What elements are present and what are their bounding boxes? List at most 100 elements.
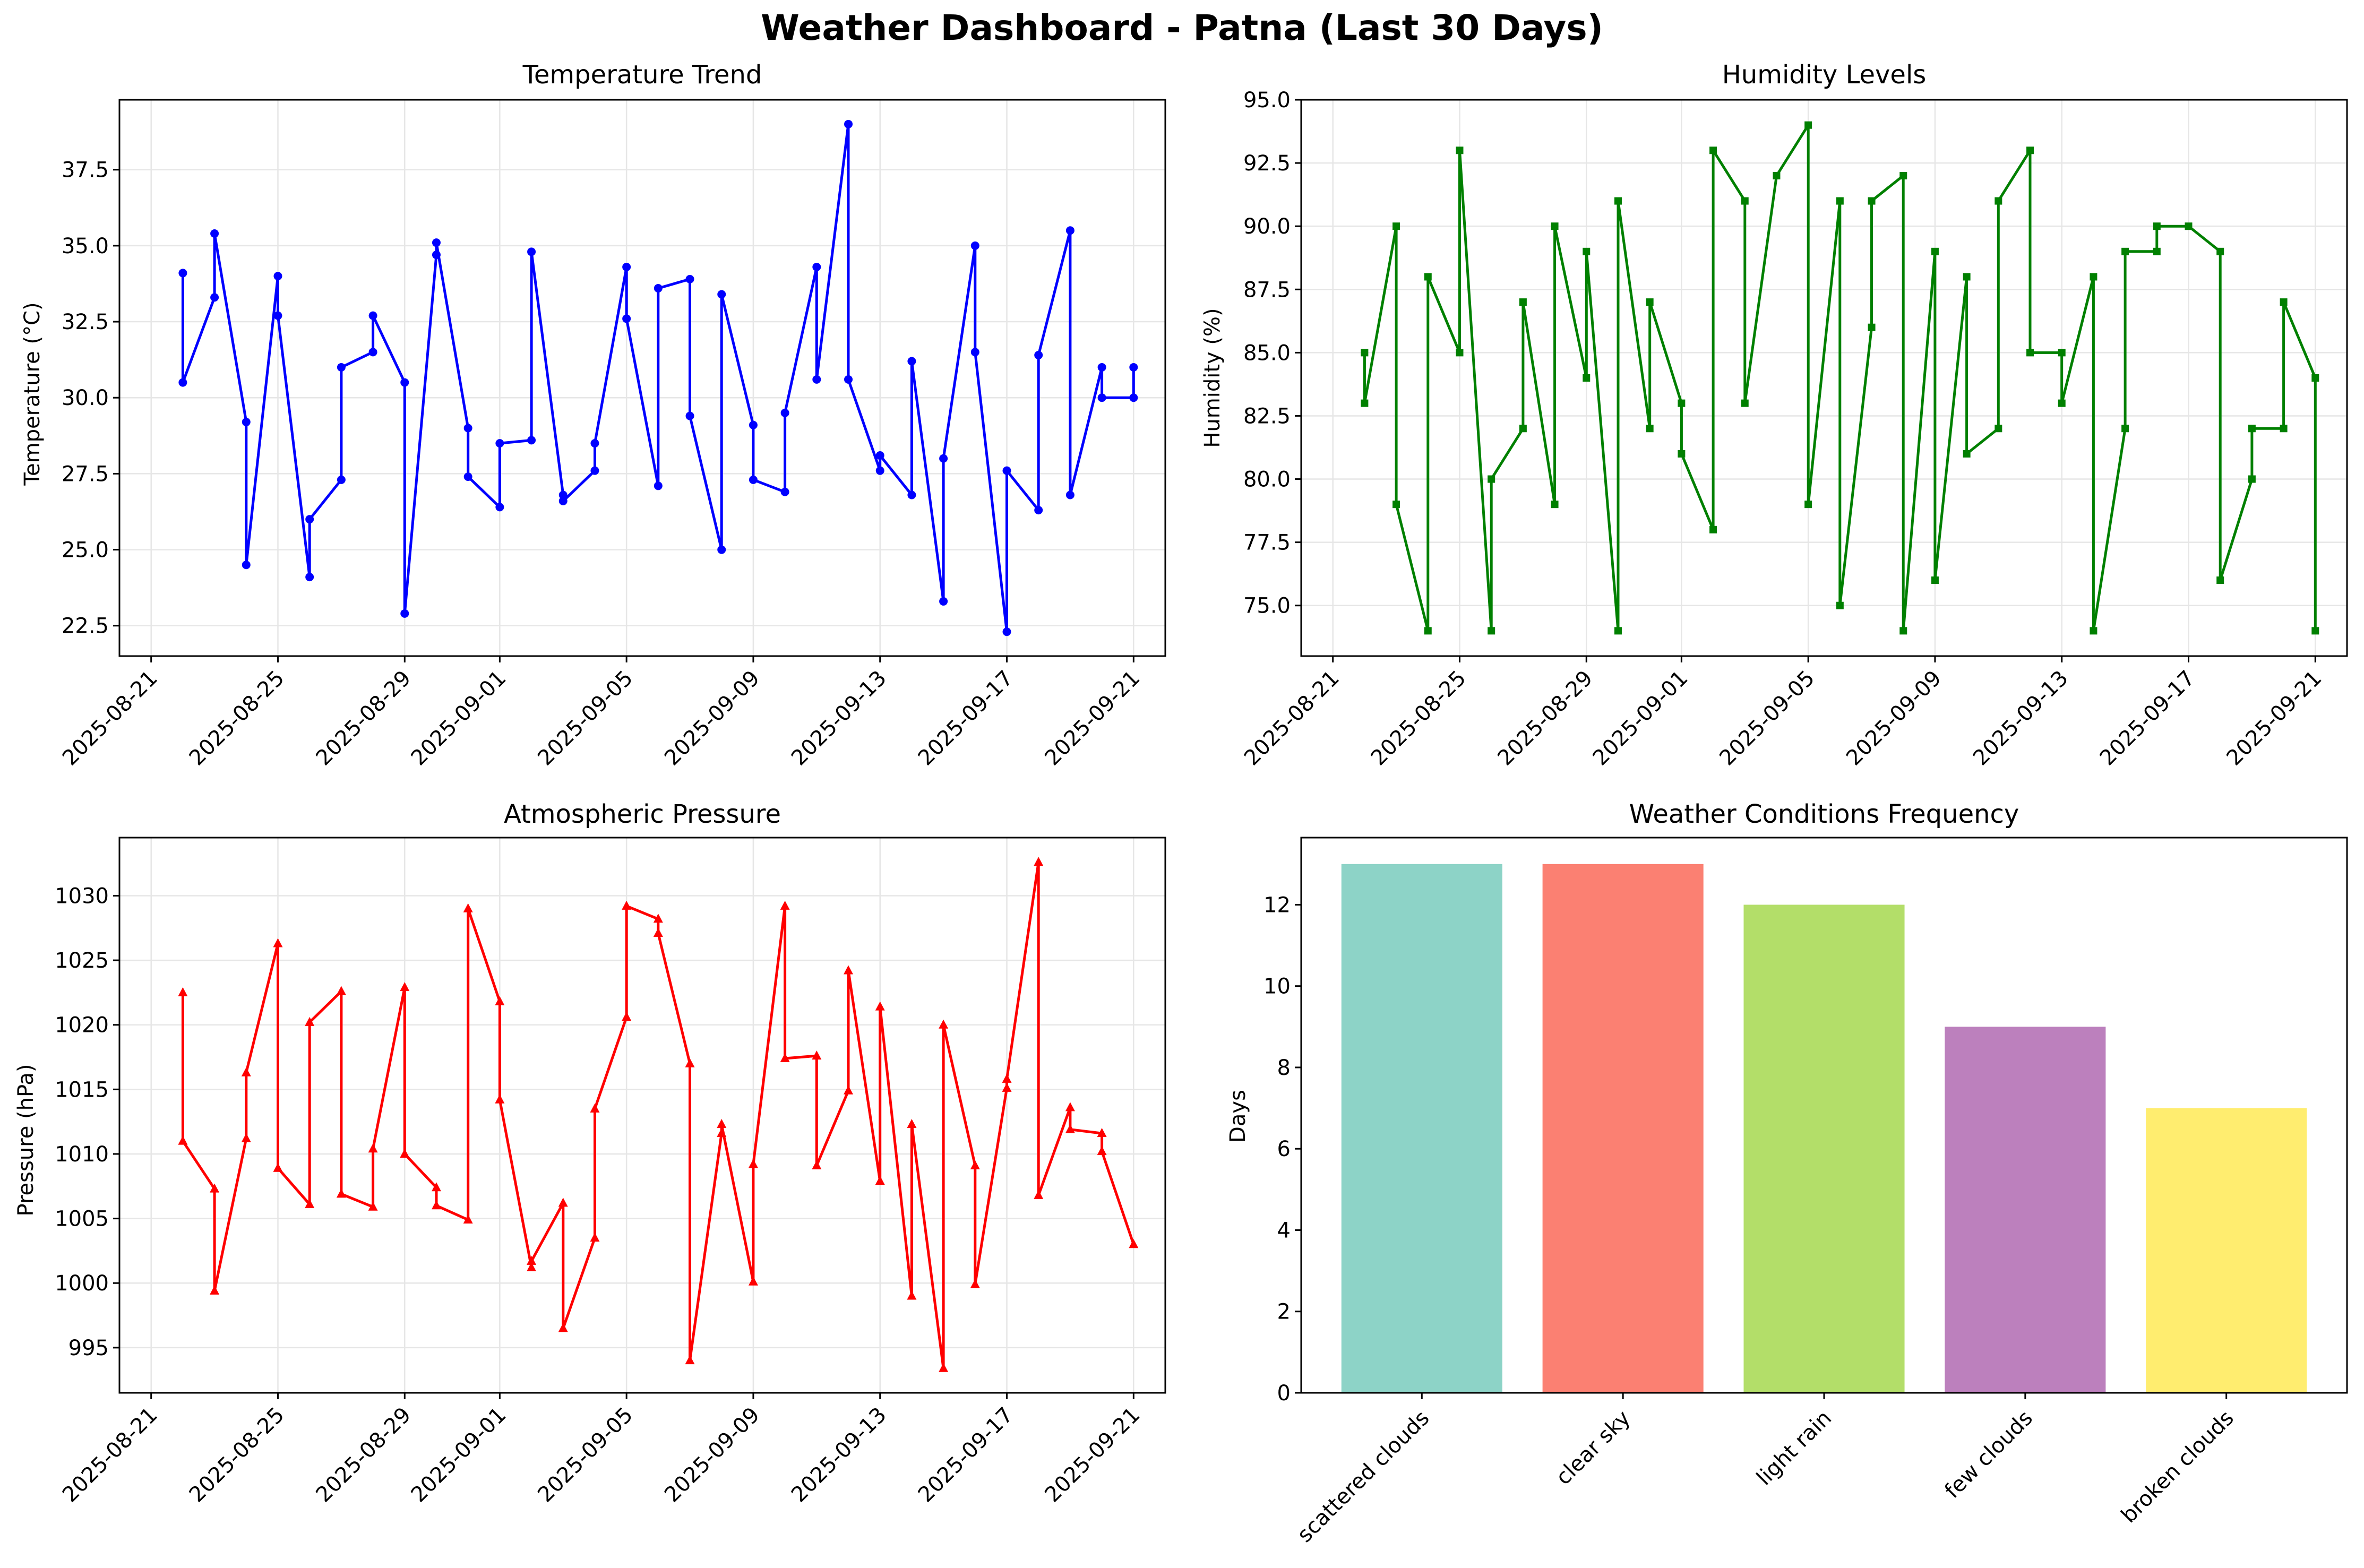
humidity-data-point xyxy=(1488,475,1495,483)
temperature-data-point xyxy=(527,247,536,256)
conditions-x-tick-label: clear sky xyxy=(1551,1406,1635,1490)
pressure-y-tick-label: 1025 xyxy=(55,949,109,973)
humidity-data-point xyxy=(1868,323,1876,331)
pressure-data-point xyxy=(1097,1128,1107,1138)
humidity-data-point xyxy=(1868,197,1876,205)
temperature-data-point xyxy=(273,311,282,320)
temperature-y-tick-label: 37.5 xyxy=(62,158,109,183)
temperature-data-point xyxy=(654,284,663,293)
conditions-x-tick-label: light rain xyxy=(1752,1406,1836,1491)
temperature-data-point xyxy=(844,375,853,384)
temperature-axes-frame xyxy=(118,99,1166,657)
pressure-data-point xyxy=(400,982,410,992)
temperature-y-axis-label: Temperature (°C) xyxy=(20,302,45,486)
pressure-data-point xyxy=(653,914,663,923)
temperature-data-point xyxy=(590,466,599,475)
pressure-data-point xyxy=(178,987,188,996)
temperature-data-point xyxy=(1034,506,1043,515)
humidity-y-tick-label: 87.5 xyxy=(1243,278,1291,302)
temperature-data-point xyxy=(685,274,694,283)
conditions-chart-title: Weather Conditions Frequency xyxy=(1629,799,2019,829)
temperature-data-point xyxy=(558,496,568,505)
pressure-data-point xyxy=(907,1290,917,1300)
temperature-data-point xyxy=(1097,393,1106,402)
humidity-data-point xyxy=(1583,374,1591,382)
pressure-chart-title: Atmospheric Pressure xyxy=(504,799,781,829)
humidity-data-point xyxy=(1392,501,1400,509)
temperature-data-point xyxy=(780,487,789,496)
temperature-data-point xyxy=(1002,627,1011,636)
humidity-y-axis-label: Humidity (%) xyxy=(1200,308,1225,447)
humidity-y-tick-label: 77.5 xyxy=(1243,531,1291,555)
temperature-data-point xyxy=(400,378,409,387)
humidity-data-point xyxy=(1899,171,1907,179)
humidity-data-point xyxy=(1456,147,1464,154)
humidity-data-point xyxy=(1836,197,1844,205)
temperature-data-point xyxy=(717,545,726,554)
pressure-data-point xyxy=(527,1262,537,1272)
temperature-data-point xyxy=(875,451,884,460)
temperature-data-point xyxy=(242,418,251,427)
temperature-data-point xyxy=(939,454,948,463)
bar-scattered-clouds xyxy=(1341,864,1502,1393)
pressure-data-point xyxy=(305,1199,315,1208)
figure-title: Weather Dashboard - Patna (Last 30 Days) xyxy=(761,7,1603,48)
temperature-series-line xyxy=(181,123,1135,633)
temperature-y-tick-label: 22.5 xyxy=(62,614,109,639)
temperature-data-point xyxy=(1097,363,1106,372)
humidity-data-point xyxy=(1424,627,1432,635)
temperature-data-point xyxy=(654,481,663,490)
pressure-data-point xyxy=(748,1276,758,1286)
pressure-data-point xyxy=(590,1233,600,1242)
humidity-data-point xyxy=(1836,601,1844,609)
pressure-y-tick-label: 1010 xyxy=(55,1142,109,1167)
pressure-data-point xyxy=(431,1200,441,1210)
humidity-y-tick-label: 92.5 xyxy=(1243,151,1291,176)
pressure-data-point xyxy=(812,1160,822,1169)
temperature-data-point xyxy=(1002,466,1011,475)
pressure-data-point xyxy=(970,1160,980,1169)
humidity-data-point xyxy=(1614,627,1622,635)
temperature-data-point xyxy=(780,408,789,417)
temperature-data-point xyxy=(178,269,187,278)
temperature-data-point xyxy=(495,439,504,448)
pressure-data-point xyxy=(653,928,663,937)
humidity-data-point xyxy=(2216,576,2224,584)
pressure-data-point xyxy=(844,1085,854,1095)
pressure-data-point xyxy=(1034,1190,1044,1199)
temperature-data-point xyxy=(432,251,441,260)
conditions-y-tick-label: 8 xyxy=(1277,1056,1291,1080)
pressure-data-point xyxy=(685,1355,695,1365)
pressure-data-point xyxy=(241,1133,251,1142)
humidity-data-point xyxy=(1963,273,1971,281)
temperature-y-tick-label: 30.0 xyxy=(62,386,109,410)
pressure-axes-frame xyxy=(118,837,1166,1394)
humidity-data-point xyxy=(2121,425,2129,433)
pressure-data-point xyxy=(1002,1082,1012,1092)
humidity-data-point xyxy=(2311,627,2319,635)
temperature-y-tick-label: 35.0 xyxy=(62,234,109,259)
humidity-data-point xyxy=(2090,273,2097,281)
humidity-data-point xyxy=(1995,425,2002,433)
temperature-data-point xyxy=(812,262,821,271)
humidity-data-point xyxy=(2026,147,2034,154)
humidity-data-point xyxy=(1424,273,1432,281)
pressure-data-point xyxy=(717,1128,727,1138)
pressure-data-point xyxy=(939,1019,949,1029)
temperature-data-point xyxy=(400,609,409,618)
humidity-data-point xyxy=(1899,627,1907,635)
pressure-data-point xyxy=(622,1012,632,1021)
temperature-data-point xyxy=(495,503,504,512)
humidity-data-point xyxy=(1551,501,1559,509)
humidity-data-point xyxy=(1361,399,1369,407)
temperature-data-point xyxy=(1034,351,1043,360)
pressure-data-point xyxy=(210,1183,220,1193)
humidity-data-point xyxy=(1646,425,1654,433)
humidity-data-point xyxy=(2058,349,2066,357)
humidity-data-point xyxy=(2248,425,2256,433)
pressure-data-point xyxy=(1002,1073,1012,1083)
pressure-data-point xyxy=(812,1050,822,1060)
conditions-y-axis-label: Days xyxy=(1226,1090,1250,1143)
